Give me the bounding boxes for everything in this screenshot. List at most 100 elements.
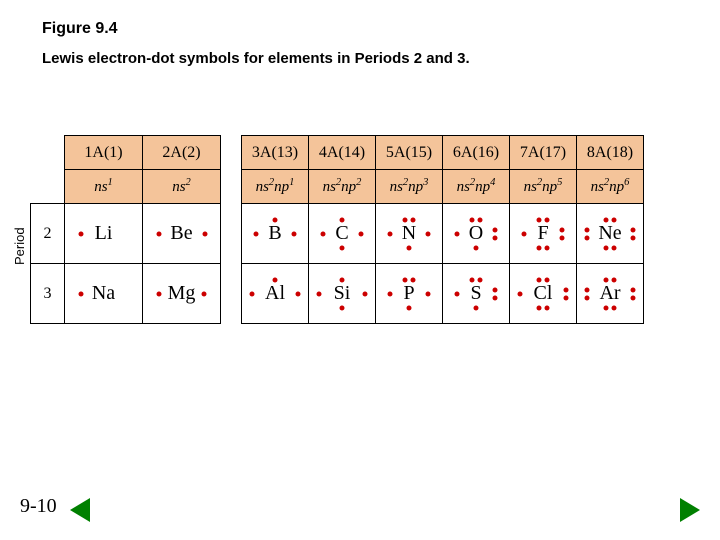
element-symbol: O bbox=[469, 223, 483, 243]
element-cell-Ne: Ne bbox=[577, 204, 644, 264]
element-symbol: P bbox=[403, 283, 414, 303]
lewis-dot bbox=[317, 291, 322, 296]
lewis-dot bbox=[407, 305, 412, 310]
element-cell-Li: Li bbox=[65, 204, 143, 264]
lewis-dot bbox=[78, 291, 83, 296]
lewis-dot bbox=[537, 217, 542, 222]
tables-wrapper: Period 1A(1)2A(2)ns1ns22LiBe3NaMg 3A(13)… bbox=[30, 135, 644, 324]
element-cell-Ar: Ar bbox=[577, 264, 644, 324]
lewis-dot bbox=[630, 295, 635, 300]
lewis-dot bbox=[411, 277, 416, 282]
group-header: 8A(18) bbox=[577, 136, 644, 170]
element-symbol: Be bbox=[170, 223, 192, 243]
period-number: 3 bbox=[31, 264, 65, 324]
lewis-dot bbox=[156, 231, 161, 236]
element-symbol: S bbox=[470, 283, 481, 303]
lewis-dot bbox=[545, 277, 550, 282]
lewis-dot bbox=[522, 231, 527, 236]
group-header: 3A(13) bbox=[242, 136, 309, 170]
element-cell-Cl: Cl bbox=[510, 264, 577, 324]
lewis-dot bbox=[630, 227, 635, 232]
element-symbol: Ne bbox=[598, 223, 621, 243]
page-number: 9-10 bbox=[20, 495, 57, 518]
group-header: 1A(1) bbox=[65, 136, 143, 170]
config-header: ns2 bbox=[143, 170, 221, 204]
config-header: ns2np6 bbox=[577, 170, 644, 204]
element-cell-Si: Si bbox=[309, 264, 376, 324]
element-symbol: Li bbox=[95, 223, 113, 243]
lewis-dot bbox=[477, 217, 482, 222]
element-cell-N: N bbox=[376, 204, 443, 264]
element-symbol: F bbox=[537, 223, 548, 243]
lewis-dot bbox=[537, 245, 542, 250]
lewis-dot bbox=[250, 291, 255, 296]
lewis-dot bbox=[425, 231, 430, 236]
element-symbol: Cl bbox=[534, 283, 553, 303]
lewis-dot bbox=[564, 287, 569, 292]
lewis-dot bbox=[564, 295, 569, 300]
element-cell-Al: Al bbox=[242, 264, 309, 324]
element-cell-O: O bbox=[443, 204, 510, 264]
lewis-dot bbox=[611, 217, 616, 222]
config-header: ns1 bbox=[65, 170, 143, 204]
nav-back-arrow[interactable] bbox=[70, 498, 90, 522]
lewis-dot bbox=[406, 245, 411, 250]
lewis-dot bbox=[292, 231, 297, 236]
config-header: ns2np3 bbox=[376, 170, 443, 204]
figure-caption: Lewis electron-dot symbols for elements … bbox=[42, 50, 470, 67]
lewis-dot bbox=[273, 217, 278, 222]
lewis-dot bbox=[560, 235, 565, 240]
group-header: 2A(2) bbox=[143, 136, 221, 170]
lewis-dot bbox=[470, 277, 475, 282]
lewis-dot bbox=[611, 245, 616, 250]
group-header: 6A(16) bbox=[443, 136, 510, 170]
lewis-dot bbox=[545, 217, 550, 222]
lewis-dot bbox=[202, 231, 207, 236]
group-header: 7A(17) bbox=[510, 136, 577, 170]
lewis-dot bbox=[340, 245, 345, 250]
element-symbol: Al bbox=[265, 283, 285, 303]
lewis-dot bbox=[403, 277, 408, 282]
lewis-dot bbox=[363, 291, 368, 296]
lewis-dot bbox=[388, 231, 393, 236]
element-cell-Be: Be bbox=[143, 204, 221, 264]
group-header: 4A(14) bbox=[309, 136, 376, 170]
lewis-dot bbox=[296, 291, 301, 296]
lewis-dot bbox=[78, 231, 83, 236]
lewis-dot bbox=[473, 245, 478, 250]
lewis-dot bbox=[611, 305, 616, 310]
lewis-table-right: 3A(13)4A(14)5A(15)6A(16)7A(17)8A(18)ns2n… bbox=[241, 135, 644, 324]
lewis-dot bbox=[585, 227, 590, 232]
element-symbol: Mg bbox=[168, 283, 196, 303]
lewis-dot bbox=[478, 277, 483, 282]
element-cell-B: B bbox=[242, 204, 309, 264]
lewis-dot bbox=[340, 217, 345, 222]
lewis-dot bbox=[603, 217, 608, 222]
element-cell-Na: Na bbox=[65, 264, 143, 324]
lewis-dot bbox=[545, 305, 550, 310]
lewis-dot bbox=[585, 295, 590, 300]
config-header: ns2np1 bbox=[242, 170, 309, 204]
group-header: 5A(15) bbox=[376, 136, 443, 170]
figure-number: Figure 9.4 bbox=[42, 20, 118, 38]
lewis-dot bbox=[518, 291, 523, 296]
element-cell-Mg: Mg bbox=[143, 264, 221, 324]
lewis-dot bbox=[545, 245, 550, 250]
lewis-dot bbox=[340, 305, 345, 310]
lewis-dot bbox=[603, 245, 608, 250]
config-header: ns2np5 bbox=[510, 170, 577, 204]
lewis-dot bbox=[630, 287, 635, 292]
period-number: 2 bbox=[31, 204, 65, 264]
lewis-dot bbox=[492, 235, 497, 240]
lewis-dot bbox=[603, 277, 608, 282]
lewis-dot bbox=[585, 287, 590, 292]
element-symbol: Na bbox=[92, 283, 115, 303]
lewis-dot bbox=[340, 277, 345, 282]
nav-forward-arrow[interactable] bbox=[680, 498, 700, 522]
lewis-dot bbox=[410, 217, 415, 222]
lewis-dot bbox=[273, 277, 278, 282]
lewis-dot bbox=[493, 295, 498, 300]
lewis-dot bbox=[426, 291, 431, 296]
element-cell-P: P bbox=[376, 264, 443, 324]
lewis-dot bbox=[455, 291, 460, 296]
